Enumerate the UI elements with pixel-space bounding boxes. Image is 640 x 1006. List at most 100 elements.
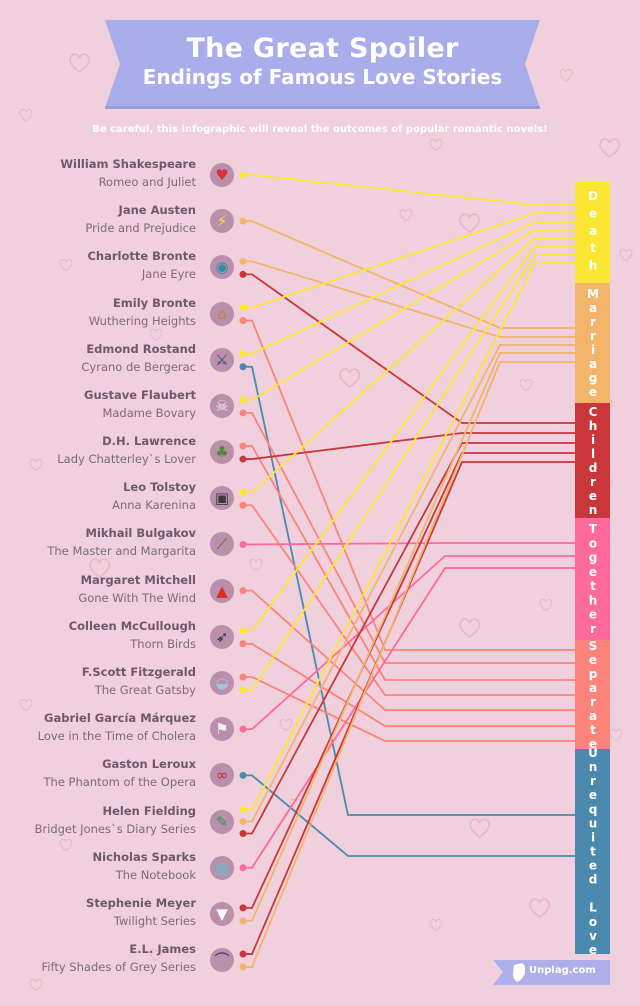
heart-decoration: [19, 699, 33, 712]
connection-line-together: [243, 567, 575, 869]
heart-decoration: [149, 949, 163, 962]
notebook-icon: ▥: [210, 855, 234, 880]
book-row: E.L. James Fifty Shades of Grey Series ⌒: [0, 942, 250, 1006]
connection-dot: [239, 950, 247, 958]
connection-line-death: [243, 245, 575, 632]
connection-dot: [239, 270, 247, 278]
bird-icon: ➶: [210, 624, 234, 649]
heart-decoration: [339, 368, 361, 388]
train-icon: ▣: [210, 486, 234, 511]
category-label: Unrequited Love: [586, 746, 600, 957]
poison-bottle-icon: ☠: [210, 393, 234, 418]
book-title: Romeo and Juliet: [98, 175, 196, 189]
connection-line-children: [243, 461, 575, 955]
book-title: The Great Gatsby: [94, 682, 196, 697]
author-name: William Shakespeare: [60, 157, 196, 171]
connection-line-death: [243, 262, 575, 811]
heart-decoration: [19, 109, 33, 122]
connection-line-unrequited-love: [243, 774, 575, 857]
heart-decoration: [59, 839, 73, 852]
connection-line-marriage: [243, 352, 575, 922]
connection-dot: [239, 488, 247, 496]
author-name: Helen Fielding: [102, 803, 197, 818]
heart-decoration: [69, 53, 91, 73]
connection-line-death: [243, 221, 575, 355]
broom-icon: ⟋: [210, 532, 234, 557]
book-row: Edmond Rostand Cyrano de Bergerac ⚔: [0, 342, 250, 406]
flag-icon: ⚑: [210, 717, 234, 742]
connection-dot: [239, 864, 247, 872]
book-title: Thorn Birds: [130, 636, 196, 651]
book-row: Leo Tolstoy Anna Karenina ▣: [0, 480, 250, 544]
book-title: Anna Karenina: [112, 498, 196, 513]
book-title: The Phantom of the Opera: [43, 775, 196, 790]
connection-line-separate: [243, 642, 575, 727]
heart-decoration: [399, 209, 413, 222]
heart-decoration: [519, 379, 533, 392]
book-row: Gustave Flaubert Madame Bovary ☠: [0, 388, 250, 452]
fire-icon: ▲: [210, 578, 234, 603]
book-row: D.H. Lawrence Lady Chatterley`s Lover ♣: [0, 434, 250, 498]
connection-dot: [239, 455, 247, 463]
connection-line-together: [243, 542, 575, 546]
connection-dot: [239, 640, 247, 648]
connection-line-death: [243, 254, 575, 691]
connection-line-death: [243, 229, 575, 401]
book-row: Stephenie Meyer Twilight Series ▼: [0, 896, 250, 960]
fangs-icon: ▼: [210, 901, 234, 926]
book-title: Gone With The Wind: [78, 590, 196, 605]
house-icon: ⌂: [210, 301, 234, 326]
heart-decoration: [29, 459, 43, 472]
connection-dot: [239, 257, 247, 265]
author-name: Gaston Leroux: [102, 757, 196, 772]
connection-dot: [239, 771, 247, 779]
author-name: E.L. James: [129, 942, 196, 957]
heart-decoration: [469, 818, 491, 838]
book-row: Mikhail Bulgakov The Master and Margarit…: [0, 526, 250, 590]
connection-line-children: [243, 432, 575, 460]
book-title: The Master and Margarita: [47, 544, 196, 559]
category-unrequited-love: Unrequited Love: [575, 746, 610, 957]
connection-line-marriage: [243, 361, 575, 968]
connection-line-together: [243, 555, 575, 731]
category-label: Together: [586, 522, 600, 636]
heart-decoration: [429, 139, 443, 152]
page-subtitle: Endings of Famous Love Stories: [142, 65, 503, 89]
author-name: Stephenie Meyer: [86, 895, 196, 910]
heart-dagger-icon: ♥: [210, 163, 234, 187]
tie-hanger-icon: ⌒: [210, 948, 234, 973]
category-children: Children: [575, 403, 610, 518]
connection-line-separate: [243, 589, 575, 711]
heart-decoration: [459, 213, 481, 233]
book-row: Emily Bronte Wuthering Heights ⌂: [0, 296, 250, 360]
heart-decoration: [429, 919, 443, 932]
warning-text: Be careful, this infographic will reveal…: [92, 124, 548, 135]
category-label: Separate: [586, 638, 600, 751]
connection-line-separate: [243, 445, 575, 681]
connection-line-unrequited-love: [243, 365, 575, 816]
book-title: Love in the Time of Cholera: [37, 729, 196, 744]
connection-dot: [239, 830, 247, 838]
heart-decoration: [539, 599, 553, 612]
author-name: Gabriel García Márquez: [44, 711, 196, 726]
page-title: The Great Spoiler: [186, 33, 459, 64]
connection-dot: [239, 501, 247, 509]
book-title: Twilight Series: [113, 913, 196, 928]
connection-dot: [239, 917, 247, 925]
connection-dot: [239, 673, 247, 681]
connection-dot: [239, 587, 247, 595]
connection-dot: [239, 304, 247, 312]
connection-dot: [239, 627, 247, 635]
heart-decoration: [89, 558, 111, 578]
connection-line-marriage: [243, 344, 575, 823]
connection-line-death: [243, 237, 575, 494]
connection-dot: [239, 217, 247, 225]
connection-line-separate: [243, 504, 575, 696]
heart-decoration: [609, 729, 623, 742]
author-name: Gustave Flaubert: [84, 387, 196, 402]
tree-icon: ♣: [210, 440, 234, 465]
heart-decoration: [149, 329, 163, 342]
footer-badge[interactable]: Unplag.com: [493, 960, 610, 985]
heart-decoration: [249, 559, 263, 572]
